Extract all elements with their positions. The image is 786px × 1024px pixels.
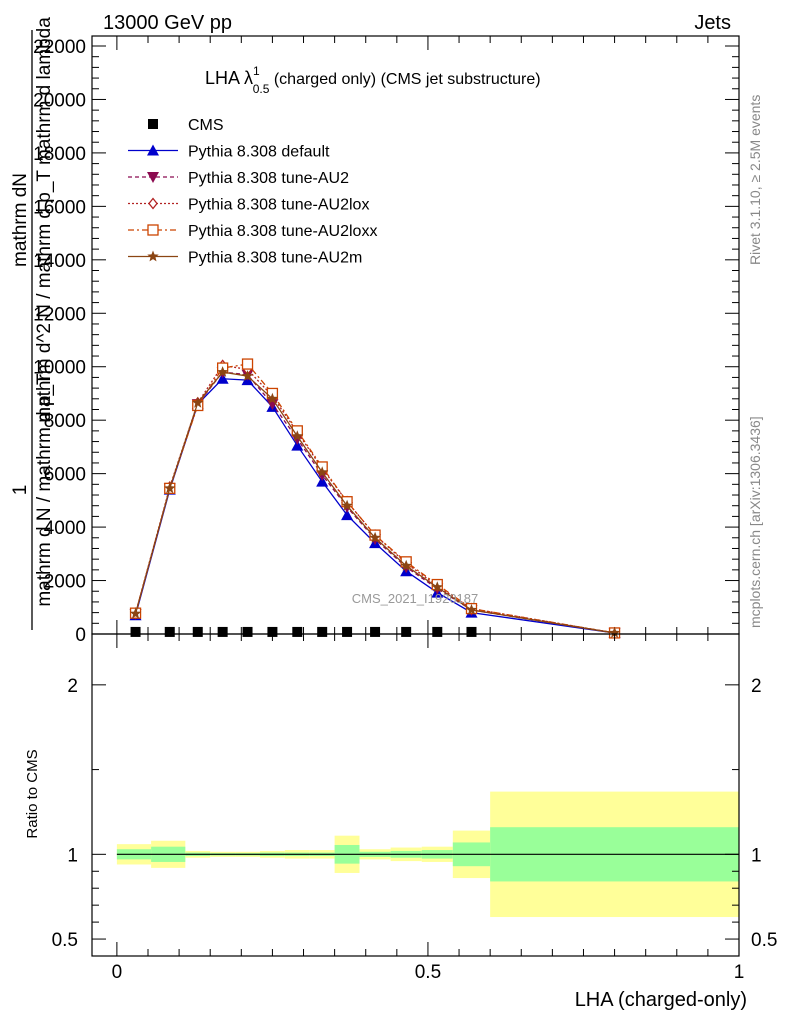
ratio-y-axis-label: Ratio to CMS (24, 749, 41, 838)
cms-data-point (292, 626, 303, 637)
legend-marker-3 (148, 197, 158, 210)
ratio-plot-panel: 0 0.5 1 0.5 0.5 1 1 2 2 (52, 633, 777, 983)
legend-label-1: Pythia 8.308 default (188, 144, 330, 161)
series-point-5 (266, 392, 279, 404)
series-point-5 (316, 466, 328, 478)
legend-label-2: Pythia 8.308 tune-AU2 (188, 170, 349, 187)
watermark: CMS_2021_I1920187 (352, 591, 479, 606)
series-point-5 (341, 499, 353, 511)
series-point-5 (129, 607, 142, 619)
cms-data-point (130, 626, 141, 637)
legend-marker-0 (148, 119, 158, 129)
series-point-5 (465, 603, 478, 615)
cms-data-point (242, 626, 253, 637)
y-tick-label: 18000 (33, 144, 86, 165)
cms-data-point (466, 626, 477, 637)
main-plot-panel: 0 2000 4000 6000 8000 10000 12000 14000 16000 180… (33, 35, 740, 646)
y-tick-label: 12000 (33, 304, 86, 325)
chart-title-rest: (charged only) (CMS jet substructure) (269, 71, 540, 88)
chart-title-main: LHA λ (205, 68, 253, 88)
y-tick-label: 8000 (44, 411, 86, 432)
series-point-5 (291, 430, 303, 442)
y-axis-label-num: 1 (10, 485, 31, 496)
series-point-2 (291, 433, 304, 445)
cms-data-point (317, 626, 328, 637)
y-axis-label-rhs: mathrm d^2 N / mathrm d p_T mathrm d lam… (34, 17, 55, 423)
y-tick-label: 14000 (33, 251, 86, 272)
series-point-2 (316, 469, 329, 481)
legend-marker-4 (147, 224, 159, 236)
y-tick-label: 6000 (44, 465, 86, 486)
series-point-1 (216, 372, 229, 384)
x-tick-label: 0 (112, 962, 123, 983)
y-tick-label: 10000 (33, 358, 86, 379)
legend-label-3: Pythia 8.308 tune-AU2lox (188, 197, 369, 214)
x-axis-label: LHA (charged-only) (575, 989, 747, 1011)
ratio-y-tick-label-right: 1 (751, 845, 762, 866)
legend-label-0: CMS (188, 117, 224, 134)
y-axis-label: mathrm dN 1 mathrm d N / mathrm d p_T ma… (10, 17, 55, 630)
chart-title-sub: 0.5 (253, 82, 270, 96)
cms-data-point (432, 626, 443, 637)
ratio-y-tick-label: 1 (67, 845, 78, 866)
cms-data-point (342, 626, 353, 637)
cms-data-point (217, 626, 228, 637)
legend-marker-5 (147, 250, 159, 262)
series-point-5 (431, 581, 443, 593)
side-label-mcplots: mcplots.cern.ch [arXiv:1306.3436] (747, 416, 763, 628)
chart-title: LHA λ1 0.5 (charged only) (CMS jet substr… (205, 64, 541, 96)
header-right: Jets (694, 12, 731, 34)
series-point-5 (216, 366, 229, 377)
ratio-frame (91, 633, 740, 957)
cms-data-point (164, 626, 175, 637)
series-point-4 (241, 358, 254, 370)
series-point-5 (241, 370, 254, 381)
x-tick-label: 0.5 (415, 962, 441, 983)
ratio-y-tick-label: 0.5 (52, 930, 78, 951)
y-axis-label-full-den: mathrm dN (10, 173, 31, 267)
y-tick-label: 4000 (44, 518, 86, 539)
cms-data-point (267, 626, 278, 637)
legend-marker-2 (147, 172, 159, 183)
chart-title-sup: 1 (253, 64, 260, 78)
series-point-5 (369, 531, 381, 543)
series-point-1 (291, 439, 304, 451)
cms-data-point (401, 626, 412, 637)
series-line-5 (134, 371, 615, 634)
ratio-y-tick-label-right: 0.5 (751, 930, 777, 951)
legend-label-5: Pythia 8.308 tune-AU2m (188, 250, 362, 267)
y-tick-label: 22000 (33, 37, 86, 58)
side-label-rivet: Rivet 3.1.10, ≥ 2.5M events (747, 95, 763, 265)
legend-label-4: Pythia 8.308 tune-AU2loxx (188, 223, 377, 240)
ratio-y-tick-label: 2 (67, 676, 78, 697)
series-point-5 (192, 396, 204, 408)
ratio-y-tick-label-right: 2 (751, 676, 762, 697)
series-point-1 (341, 509, 354, 521)
header-left: 13000 GeV pp (103, 12, 232, 34)
cms-data-point (192, 626, 203, 637)
series-point-1 (316, 475, 329, 487)
y-tick-label: 20000 (33, 90, 86, 111)
legend-marker-1 (147, 144, 159, 156)
legend: CMS Pythia 8.308 default Pythia 8.308 tune… (128, 117, 377, 267)
y-tick-label: 0 (75, 625, 86, 646)
series-line-4 (134, 363, 615, 634)
x-tick-label: 1 (734, 962, 745, 983)
series-point-5 (164, 482, 176, 494)
series-point-5 (608, 626, 621, 638)
series-point-5 (400, 559, 412, 571)
y-axis-label-den: mathrm d N / mathrm d p_T (34, 373, 55, 607)
y-tick-label: 2000 (44, 572, 86, 593)
y-tick-label: 16000 (33, 197, 86, 218)
cms-data-point (370, 626, 381, 637)
